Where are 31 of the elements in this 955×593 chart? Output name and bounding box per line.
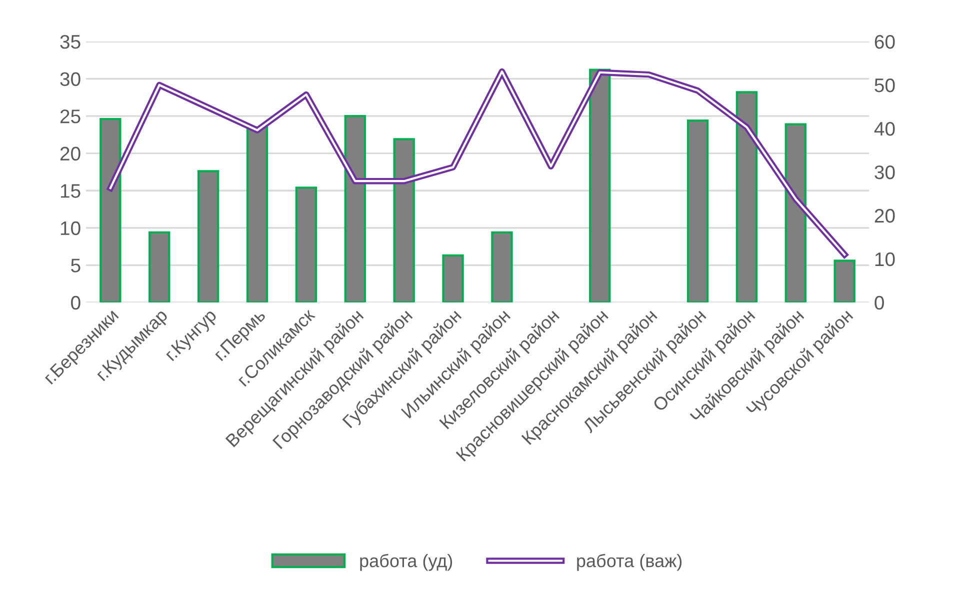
y-tick-label: 30 [60, 72, 80, 86]
bar [197, 170, 220, 302]
bar [589, 68, 611, 302]
bar [491, 231, 513, 302]
bar [442, 254, 464, 302]
y-tick-label: 25 [60, 110, 80, 124]
bar [736, 91, 758, 302]
y-tick-label: 35 [60, 34, 80, 49]
legend-label: работа (важ) [577, 554, 682, 571]
y-tick-label: 15 [60, 184, 80, 198]
y2-tick-label: 20 [874, 208, 895, 223]
y2-tick-label: 30 [874, 165, 895, 180]
y-tick-label: 20 [60, 146, 80, 161]
y2-tick-label: 0 [874, 296, 884, 310]
bar [246, 126, 268, 302]
bar [295, 186, 318, 302]
bar [393, 138, 415, 302]
legend-label: работа (уд) [360, 554, 452, 571]
bar [100, 118, 122, 302]
bar [784, 123, 806, 302]
y-tick-label: 10 [60, 221, 80, 236]
y2-tick-label: 40 [874, 122, 895, 136]
y2-tick-label: 10 [875, 252, 895, 266]
bar [344, 115, 366, 302]
bar [686, 119, 709, 302]
bar [834, 260, 856, 302]
y-tick-label: 0 [71, 296, 80, 310]
y2-tick-label: 50 [874, 78, 895, 92]
y-tick-label: 5 [71, 258, 80, 272]
bar [148, 231, 170, 302]
y2-tick-label: 60 [874, 34, 895, 49]
